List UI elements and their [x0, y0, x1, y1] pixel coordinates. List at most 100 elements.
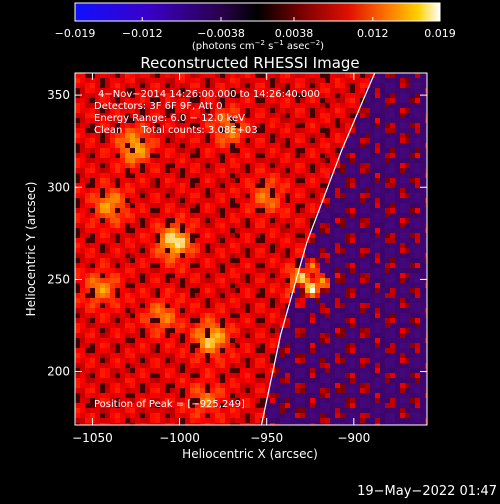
- heatmap-cell: [115, 363, 120, 368]
- heatmap-cell: [175, 183, 180, 188]
- heatmap-cell: [240, 253, 245, 258]
- heatmap-cell: [350, 333, 355, 338]
- heatmap-cell: [370, 303, 375, 308]
- heatmap-cell: [285, 333, 290, 338]
- heatmap-cell: [115, 158, 120, 163]
- heatmap-cell: [190, 223, 195, 228]
- heatmap-cell: [325, 398, 330, 403]
- heatmap-cell: [315, 403, 320, 408]
- heatmap-cell: [245, 338, 250, 343]
- heatmap-cell: [345, 343, 350, 348]
- heatmap-cell: [90, 293, 95, 298]
- heatmap-cell: [410, 253, 415, 258]
- heatmap-cell: [105, 138, 110, 143]
- heatmap-cell: [80, 193, 85, 198]
- heatmap-cell: [275, 403, 280, 408]
- heatmap-cell: [200, 328, 205, 333]
- heatmap-cell: [165, 193, 170, 198]
- heatmap-cell: [75, 98, 80, 103]
- heatmap-cell: [325, 283, 330, 288]
- heatmap-cell: [200, 258, 205, 263]
- heatmap-cell: [110, 373, 115, 378]
- heatmap-cell: [400, 388, 405, 393]
- heatmap-cell: [100, 268, 105, 273]
- heatmap-cell: [300, 328, 305, 333]
- heatmap-cell: [145, 243, 150, 248]
- heatmap-cell: [270, 123, 275, 128]
- heatmap-cell: [295, 108, 300, 113]
- heatmap-cell: [80, 323, 85, 328]
- heatmap-cell: [295, 353, 300, 358]
- heatmap-cell: [350, 178, 355, 183]
- heatmap-cell: [400, 273, 405, 278]
- heatmap-cell: [310, 353, 315, 358]
- heatmap-cell: [285, 233, 290, 238]
- heatmap-cell: [380, 323, 385, 328]
- heatmap-cell: [190, 423, 195, 428]
- heatmap-cell: [395, 333, 400, 338]
- heatmap-cell: [175, 353, 180, 358]
- heatmap-cell: [215, 343, 220, 348]
- heatmap-cell: [265, 308, 270, 313]
- heatmap-cell: [75, 363, 80, 368]
- heatmap-cell: [140, 168, 145, 173]
- heatmap-cell: [245, 173, 250, 178]
- heatmap-cell: [270, 268, 275, 273]
- heatmap-cell: [380, 298, 385, 303]
- heatmap-cell: [210, 348, 215, 353]
- heatmap-cell: [85, 193, 90, 198]
- heatmap-cell: [375, 88, 380, 93]
- heatmap-cell: [145, 298, 150, 303]
- heatmap-cell: [90, 153, 95, 158]
- heatmap-cell: [200, 268, 205, 273]
- heatmap-cell: [280, 403, 285, 408]
- heatmap-cell: [165, 188, 170, 193]
- heatmap-cell: [300, 188, 305, 193]
- heatmap-cell: [150, 368, 155, 373]
- heatmap-cell: [85, 338, 90, 343]
- heatmap-cell: [330, 138, 335, 143]
- heatmap-cell: [110, 78, 115, 83]
- heatmap-cell: [290, 178, 295, 183]
- heatmap-cell: [145, 213, 150, 218]
- heatmap-cell: [205, 148, 210, 153]
- heatmap-cell: [350, 298, 355, 303]
- heatmap-cell: [310, 423, 315, 428]
- heatmap-cell: [85, 133, 90, 138]
- heatmap-cell: [210, 153, 215, 158]
- heatmap-cell: [200, 238, 205, 243]
- heatmap-cell: [255, 163, 260, 168]
- heatmap-cell: [160, 73, 165, 78]
- heatmap-cell: [270, 73, 275, 78]
- heatmap-cell: [165, 273, 170, 278]
- heatmap-cell: [340, 338, 345, 343]
- heatmap-cell: [125, 223, 130, 228]
- heatmap-cell: [295, 393, 300, 398]
- heatmap-cell: [80, 258, 85, 263]
- heatmap-cell: [105, 323, 110, 328]
- heatmap-cell: [370, 373, 375, 378]
- heatmap-cell: [365, 303, 370, 308]
- heatmap-cell: [340, 168, 345, 173]
- heatmap-cell: [135, 338, 140, 343]
- heatmap-cell: [85, 143, 90, 148]
- heatmap-cell: [320, 263, 325, 268]
- heatmap-cell: [175, 198, 180, 203]
- heatmap-cell: [160, 168, 165, 173]
- heatmap-cell: [295, 178, 300, 183]
- heatmap-cell: [230, 83, 235, 88]
- heatmap-cell: [185, 233, 190, 238]
- heatmap-cell: [420, 313, 425, 318]
- heatmap-cell: [115, 373, 120, 378]
- heatmap-cell: [115, 358, 120, 363]
- heatmap-cell: [125, 303, 130, 308]
- heatmap-cell: [340, 188, 345, 193]
- heatmap-cell: [110, 308, 115, 313]
- heatmap-cell: [310, 78, 315, 83]
- heatmap-cell: [390, 378, 395, 383]
- heatmap-cell: [95, 388, 100, 393]
- heatmap-cell: [110, 423, 115, 428]
- heatmap-cell: [210, 233, 215, 238]
- heatmap-cell: [150, 83, 155, 88]
- heatmap-cell: [140, 368, 145, 373]
